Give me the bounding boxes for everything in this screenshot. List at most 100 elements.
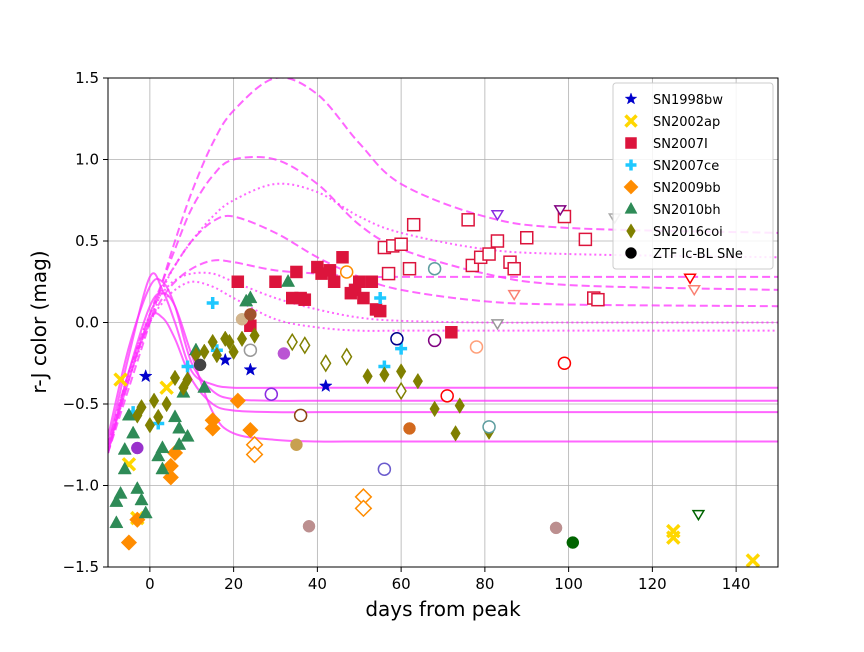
marker — [148, 392, 160, 410]
marker — [153, 408, 164, 426]
marker — [167, 409, 183, 423]
legend-label: SN2002ap — [653, 115, 720, 130]
y-tick-label: −1.0 — [63, 477, 99, 495]
marker — [236, 330, 248, 348]
y-tick-label: −1.5 — [63, 558, 99, 576]
marker — [269, 275, 282, 288]
marker — [264, 387, 279, 401]
marker — [454, 397, 465, 414]
marker — [666, 530, 681, 545]
legend-frame — [612, 82, 774, 270]
x-tick-label: 20 — [224, 575, 243, 593]
marker — [155, 440, 170, 454]
marker — [126, 425, 141, 439]
y-tick-label: 1.5 — [75, 69, 99, 87]
marker — [243, 343, 258, 357]
legend-label: SN2007ce — [653, 159, 719, 174]
x-axis-label: days from peak — [365, 597, 521, 621]
marker — [207, 333, 218, 351]
marker — [245, 445, 264, 464]
marker — [566, 536, 580, 549]
marker — [204, 420, 221, 437]
marker — [623, 179, 639, 195]
marker — [482, 247, 496, 261]
marker — [182, 371, 193, 388]
marker — [357, 291, 370, 305]
marker — [691, 509, 706, 522]
marker — [341, 347, 353, 366]
marker — [172, 420, 187, 434]
marker — [469, 340, 484, 354]
marker — [193, 358, 207, 372]
marker — [624, 201, 638, 214]
marker — [249, 327, 260, 344]
x-tick-label: 40 — [308, 575, 327, 593]
marker — [490, 209, 505, 222]
marker — [318, 378, 333, 393]
marker — [320, 354, 332, 373]
marker — [218, 352, 233, 366]
marker — [520, 230, 534, 245]
y-tick-label: −0.5 — [63, 395, 99, 413]
marker — [626, 223, 636, 239]
marker — [624, 114, 638, 128]
marker — [429, 400, 440, 418]
marker — [290, 265, 303, 279]
x-tick-label: 0 — [145, 575, 155, 593]
plot-frame — [107, 77, 779, 568]
marker — [172, 437, 187, 450]
y-tick-label: 0.5 — [75, 232, 99, 250]
marker — [440, 389, 454, 403]
marker — [402, 261, 417, 276]
x-tick-label: 120 — [638, 575, 667, 593]
legend-label: ZTF Ic-BL SNe — [653, 247, 743, 262]
marker — [162, 469, 179, 486]
marker — [578, 232, 593, 247]
marker — [286, 332, 298, 352]
marker — [199, 343, 210, 361]
marker — [169, 369, 181, 387]
marker — [412, 372, 423, 390]
marker — [450, 425, 461, 442]
marker — [155, 461, 170, 475]
legend: SN1998bw SN2002ap SN2007I SN2007ce SN2009bb S… — [612, 82, 774, 270]
marker — [461, 213, 475, 227]
marker — [211, 346, 222, 364]
marker — [624, 92, 638, 105]
x-tick-label: 140 — [722, 575, 751, 593]
marker — [403, 422, 416, 435]
marker — [130, 481, 145, 494]
marker — [242, 421, 259, 439]
marker — [206, 296, 219, 309]
marker — [490, 319, 505, 331]
marker — [197, 379, 212, 393]
x-tick-label: 100 — [554, 575, 583, 593]
marker — [131, 441, 144, 455]
marker — [277, 347, 291, 360]
marker — [687, 284, 701, 297]
marker — [136, 398, 147, 416]
marker — [557, 356, 572, 370]
marker — [373, 304, 387, 318]
legend-label: SN1998bw — [653, 93, 723, 108]
marker — [159, 380, 174, 395]
marker — [281, 274, 296, 287]
marker — [374, 292, 387, 305]
legend-label: SN2016coi — [653, 225, 723, 240]
model-curve — [108, 292, 778, 454]
marker — [113, 372, 128, 387]
y-tick-label: 1.0 — [75, 151, 99, 169]
marker — [243, 290, 258, 304]
model-curve — [108, 78, 778, 454]
marker — [365, 275, 379, 288]
marker — [302, 520, 316, 533]
marker — [298, 293, 312, 306]
marker — [379, 366, 390, 383]
marker — [229, 392, 246, 409]
marker — [293, 408, 308, 423]
marker — [161, 395, 172, 413]
marker — [138, 505, 153, 519]
marker — [427, 261, 442, 276]
model-curve — [108, 280, 778, 450]
marker — [394, 237, 408, 252]
